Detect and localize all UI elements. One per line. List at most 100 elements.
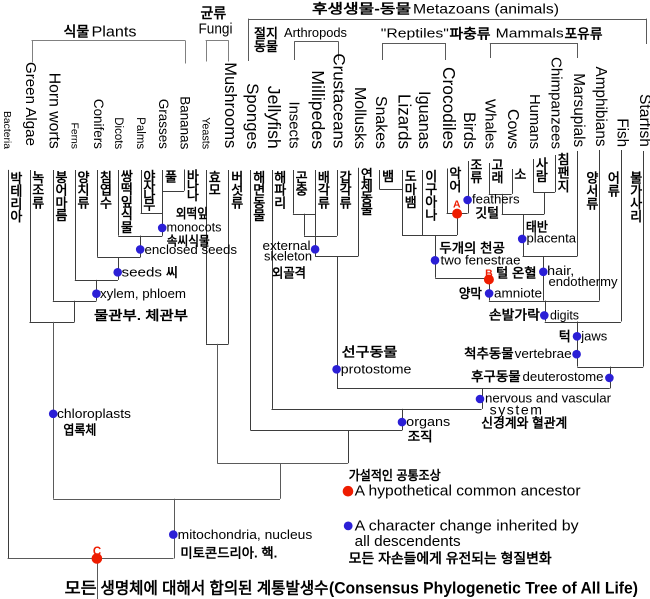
- svg-text:나: 나: [425, 207, 437, 222]
- svg-text:붕: 붕: [56, 170, 68, 185]
- svg-text:all descendents: all descendents: [355, 534, 461, 550]
- svg-text:Ferns: Ferns: [68, 123, 80, 150]
- svg-text:"Reptiles": "Reptiles": [381, 26, 449, 41]
- svg-text:Bacteria: Bacteria: [1, 111, 13, 149]
- svg-text:external: external: [263, 239, 311, 253]
- svg-text:조직: 조직: [408, 429, 433, 444]
- svg-text:A hypothetical common ancestor: A hypothetical common ancestor: [355, 483, 581, 499]
- svg-text:nervous and vascular: nervous and vascular: [485, 391, 612, 406]
- svg-text:mitochondria, nucleus: mitochondria, nucleus: [178, 527, 313, 542]
- svg-text:사: 사: [536, 157, 548, 172]
- svg-text:무: 무: [143, 198, 155, 213]
- svg-text:연: 연: [361, 167, 373, 182]
- svg-text:Birds: Birds: [460, 112, 478, 149]
- svg-text:침: 침: [558, 152, 570, 167]
- svg-text:리: 리: [10, 196, 22, 211]
- svg-text:Mushrooms: Mushrooms: [221, 62, 239, 148]
- svg-text:feathers: feathers: [472, 192, 520, 207]
- svg-text:양: 양: [78, 170, 90, 185]
- svg-text:녹: 녹: [32, 170, 44, 185]
- svg-text:물: 물: [121, 220, 133, 235]
- svg-text:고: 고: [492, 158, 504, 173]
- svg-text:가설적인 공통조상: 가설적인 공통조상: [349, 468, 441, 483]
- svg-text:마: 마: [405, 182, 417, 197]
- svg-text:placenta: placenta: [527, 231, 577, 246]
- svg-text:Mollusks: Mollusks: [351, 87, 368, 149]
- svg-text:미토콘드리아. 핵.: 미토콘드리아. 핵.: [180, 545, 277, 560]
- svg-text:동: 동: [361, 190, 373, 205]
- svg-text:면: 면: [253, 183, 265, 198]
- svg-text:Humans: Humans: [526, 94, 542, 149]
- svg-text:턱: 턱: [559, 329, 571, 344]
- svg-text:A character change inherited b: A character change inherited by: [355, 519, 580, 535]
- svg-text:vertebrae: vertebrae: [515, 346, 572, 361]
- svg-text:Cows: Cows: [504, 109, 521, 149]
- svg-text:털 온혈: 털 온혈: [496, 265, 537, 280]
- svg-text:Millipedes: Millipedes: [308, 70, 328, 149]
- svg-text:팬: 팬: [558, 166, 570, 181]
- svg-text:amniote: amniote: [494, 286, 542, 301]
- svg-text:두개의 천공: 두개의 천공: [439, 240, 504, 255]
- svg-text:Chimpanzees: Chimpanzees: [548, 57, 565, 149]
- svg-text:Snakes: Snakes: [372, 96, 389, 149]
- svg-text:척추동물: 척추동물: [464, 346, 514, 361]
- svg-text:Arthropods: Arthropods: [284, 26, 347, 40]
- svg-text:자: 자: [143, 179, 155, 194]
- svg-text:Whales: Whales: [481, 99, 498, 149]
- svg-text:파충류: 파충류: [450, 27, 492, 42]
- svg-text:류: 류: [32, 195, 44, 210]
- svg-text:류: 류: [608, 183, 620, 198]
- svg-text:후생생물-동물: 후생생물-동물: [312, 2, 411, 17]
- svg-text:해: 해: [274, 170, 286, 185]
- svg-text:효: 효: [209, 170, 221, 185]
- svg-text:류: 류: [470, 170, 482, 185]
- svg-text:조: 조: [32, 183, 44, 198]
- svg-text:선구동물: 선구동물: [342, 345, 398, 360]
- svg-text:도: 도: [405, 169, 417, 184]
- svg-text:래: 래: [492, 170, 504, 185]
- svg-text:Jellyfish: Jellyfish: [264, 86, 284, 149]
- svg-text:C: C: [93, 546, 101, 558]
- svg-text:박: 박: [10, 171, 22, 186]
- svg-text:름: 름: [56, 208, 68, 223]
- svg-text:chloroplasts: chloroplasts: [57, 406, 132, 421]
- svg-text:organs: organs: [406, 414, 451, 429]
- svg-text:구: 구: [425, 182, 437, 197]
- svg-text:동: 동: [253, 195, 265, 210]
- svg-text:모든: 모든: [65, 579, 97, 597]
- svg-text:물관부. 체관부: 물관부. 체관부: [94, 308, 188, 323]
- svg-text:불: 불: [630, 170, 642, 185]
- svg-text:Fungi: Fungi: [199, 22, 233, 38]
- svg-text:손발가락: 손발가락: [489, 308, 540, 323]
- svg-text:버: 버: [231, 170, 243, 185]
- svg-text:아: 아: [10, 209, 22, 224]
- svg-text:Iguanas: Iguanas: [415, 91, 433, 149]
- svg-text:식: 식: [121, 207, 133, 222]
- svg-text:리: 리: [630, 209, 642, 224]
- svg-text:물: 물: [253, 208, 265, 223]
- svg-text:배: 배: [318, 170, 330, 185]
- svg-text:람: 람: [536, 169, 548, 184]
- svg-text:마: 마: [56, 195, 68, 210]
- svg-text:system: system: [490, 403, 544, 418]
- svg-text:해: 해: [253, 170, 265, 185]
- svg-text:Sponges: Sponges: [243, 83, 262, 149]
- svg-text:신경계와 혈관계: 신경계와 혈관계: [481, 416, 567, 431]
- svg-text:속씨식물: 속씨식물: [167, 233, 210, 248]
- svg-text:Starfish: Starfish: [636, 94, 650, 147]
- svg-text:어: 어: [608, 170, 620, 185]
- svg-text:파: 파: [274, 183, 286, 198]
- svg-text:침: 침: [100, 170, 112, 185]
- svg-text:Crocodiles: Crocodiles: [439, 67, 459, 149]
- svg-text:체: 체: [361, 179, 373, 194]
- svg-text:A: A: [453, 198, 461, 210]
- svg-text:갑: 갑: [340, 170, 352, 185]
- svg-text:뱀: 뱀: [382, 169, 394, 184]
- svg-text:나: 나: [187, 178, 199, 193]
- svg-text:endothermy: endothermy: [549, 274, 618, 289]
- svg-text:절지: 절지: [254, 26, 278, 41]
- svg-text:태반: 태반: [526, 219, 548, 234]
- svg-text:떡: 떡: [121, 182, 133, 197]
- svg-text:가: 가: [630, 183, 642, 198]
- svg-text:곤: 곤: [296, 170, 308, 185]
